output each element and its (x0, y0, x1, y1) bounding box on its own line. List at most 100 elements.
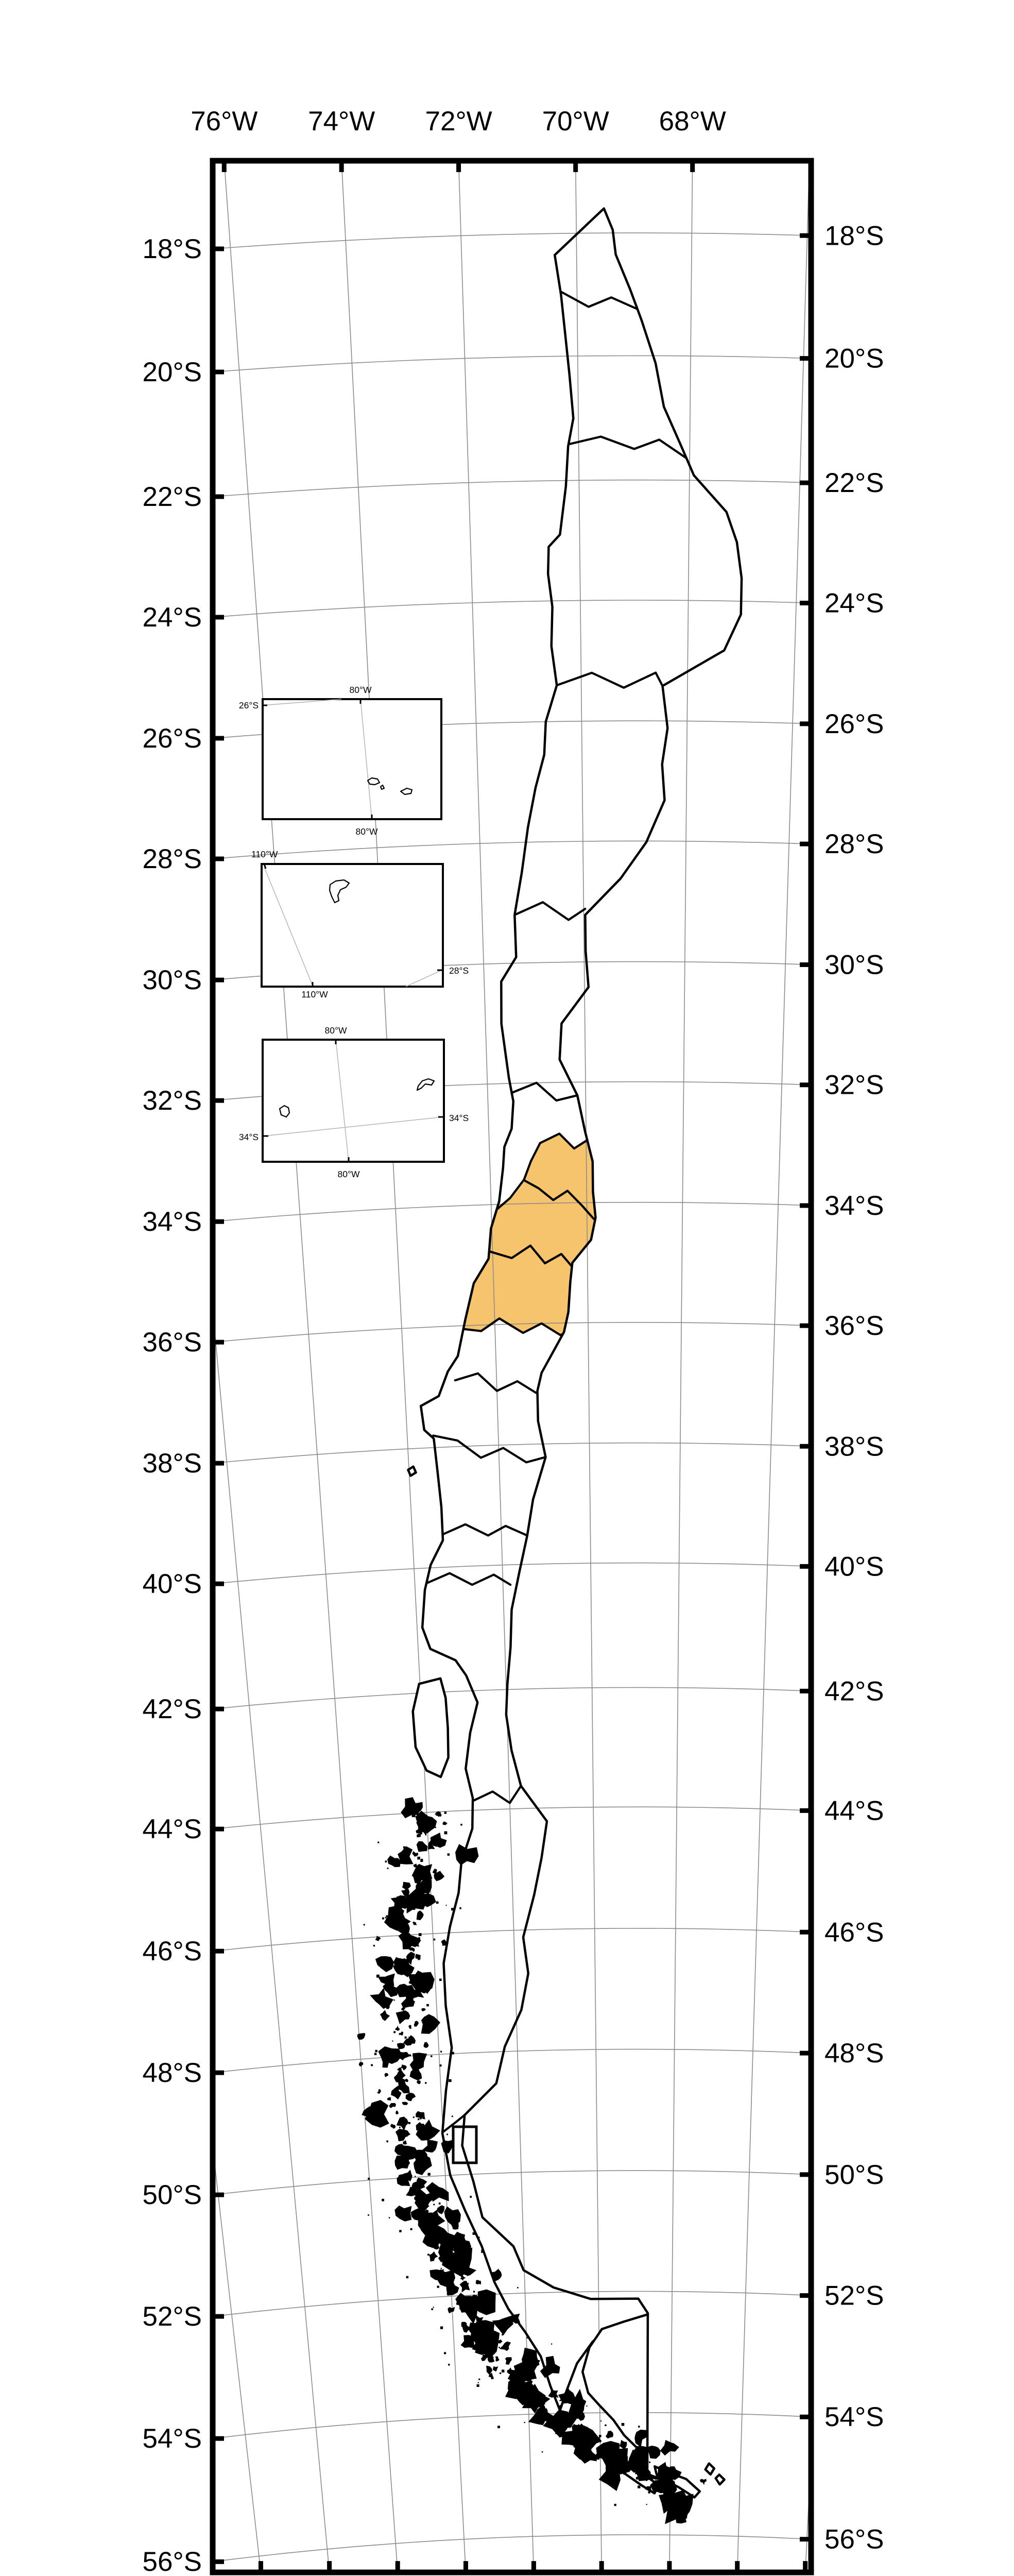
archipelago-islet (422, 2136, 425, 2141)
archipelago-islet (481, 2308, 487, 2313)
inset3-lat-right: 34°S (449, 1113, 469, 1123)
archipelago-islet (438, 2238, 455, 2259)
meridian-66w (736, 161, 810, 2572)
lat-label-left-48s: 48°S (143, 2058, 202, 2088)
archipelago-islet (445, 2212, 457, 2227)
archipelago-dot (382, 1917, 384, 1920)
archipelago-islet (409, 2053, 427, 2070)
archipelago-dot (469, 2312, 470, 2314)
meridian-80w (213, 2143, 262, 2572)
archipelago-dot (415, 2182, 418, 2185)
archipelago-dot (404, 2036, 407, 2039)
juan-fernandez-inset-island-1 (416, 1078, 435, 1091)
archipelago-dot (575, 2451, 577, 2453)
axis-ticks (213, 161, 811, 2572)
lat-label-left-30s: 30°S (143, 965, 202, 995)
archipelago-islet (406, 2159, 410, 2165)
archipelago-dot (606, 2449, 609, 2451)
lat-label-right-42s: 42°S (824, 1676, 884, 1706)
archipelago-islet (460, 2335, 475, 2348)
archipelago-dot (446, 2133, 448, 2136)
archipelago-dot (511, 2380, 513, 2382)
juan-fernandez-inset: 80°W 34°S 34°S 80°W (239, 1025, 469, 1179)
archipelago-islet (455, 1844, 479, 1866)
archipelago-dot (377, 1841, 380, 1843)
archipelago-islet (434, 1871, 445, 1882)
archipelago-dot (509, 2318, 512, 2321)
lat-label-left-46s: 46°S (143, 1936, 202, 1967)
archipelago-islet (573, 2398, 587, 2416)
archipelago-dot (425, 2082, 427, 2084)
archipelago-dot (373, 1944, 375, 1947)
boundary-aysen-magallanes (442, 2114, 466, 2133)
archipelago-islet (398, 1912, 404, 1918)
archipelago-dot (478, 2236, 480, 2239)
archipelago-dot (399, 2126, 401, 2128)
archipelago-dot (638, 2485, 641, 2488)
desventuradas-inset: 80°W 26°S 80°W (239, 685, 442, 837)
archipelago-islet (660, 2439, 679, 2456)
archipelago-dot (393, 2031, 396, 2033)
archipelago-dot (524, 2421, 525, 2424)
archipelago-islet (420, 2166, 427, 2173)
archipelago-islet (375, 1956, 394, 1972)
archipelago-dot (449, 2079, 452, 2082)
archipelago-dot (451, 1908, 454, 1911)
archipelago-islet (519, 2370, 532, 2383)
archipelago-dot (431, 1823, 434, 1826)
archipelago-islet (402, 2014, 406, 2018)
archipelago-islet (394, 2052, 410, 2060)
island-picton-east-1 (704, 2462, 716, 2476)
archipelago-islet (511, 2313, 521, 2324)
archipelago-dot (470, 2298, 473, 2301)
archipelago-dot (478, 2378, 480, 2380)
archipelago-dot (396, 1912, 398, 1914)
archipelago-dot (418, 1992, 420, 1994)
archipelago-dot (473, 2291, 475, 2293)
archipelago-islet (397, 2043, 405, 2049)
lat-label-right-20s: 20°S (824, 344, 884, 374)
archipelago-dot (368, 2214, 369, 2216)
archipelago-dot (476, 2280, 479, 2283)
archipelago-dot (428, 2233, 431, 2235)
archipelago-islet (421, 2140, 438, 2153)
archipelago-dot (497, 2426, 500, 2429)
archipelago-dot (481, 2249, 483, 2250)
archipelago-dot (424, 1828, 426, 1830)
archipelago-dot (572, 2408, 574, 2410)
boundary-nuble-biobio (454, 1372, 537, 1394)
archipelago-dot (614, 2481, 616, 2483)
archipelago-islet (540, 2355, 560, 2378)
archipelago-islet (408, 1972, 435, 1994)
boundary-antofagasta-atacama (556, 671, 664, 689)
archipelago-islet (564, 2421, 572, 2428)
archipelago-islet (593, 2454, 599, 2460)
archipelago-dot (394, 1909, 397, 1911)
lat-label-right-44s: 44°S (824, 1795, 884, 1826)
archipelago-islet (396, 2110, 399, 2114)
archipelago-dot (429, 2219, 431, 2221)
archipelago-islet (634, 2430, 647, 2448)
archipelago-islet (417, 2080, 421, 2084)
meridian-72w (458, 161, 535, 2572)
archipelago-islet (446, 2281, 459, 2296)
archipelago-dot (403, 1846, 406, 1849)
archipelago-dot (555, 2431, 558, 2434)
lat-label-right-34s: 34°S (824, 1191, 884, 1221)
juan-fernandez-inset-gridline-0 (335, 1039, 349, 1162)
desventuradas-inset-island-1 (380, 784, 385, 790)
archipelago-dot (433, 1938, 436, 1941)
archipelago-dot (477, 2382, 479, 2383)
archipelago-islet (470, 2320, 495, 2345)
archipelago-dot (502, 2334, 504, 2336)
archipelago-dot (655, 2477, 658, 2480)
archipelago-dot (392, 2040, 393, 2042)
archipelago-dot (571, 2401, 574, 2404)
lat-label-right-18s: 18°S (824, 221, 884, 251)
archipelago-dot (460, 1824, 462, 1826)
archipelago-dot (551, 2343, 553, 2345)
boundary-metropolitana-ohiggins (524, 1179, 595, 1220)
archipelago-islet (421, 2014, 440, 2034)
archipelago-dot (447, 1853, 450, 1856)
